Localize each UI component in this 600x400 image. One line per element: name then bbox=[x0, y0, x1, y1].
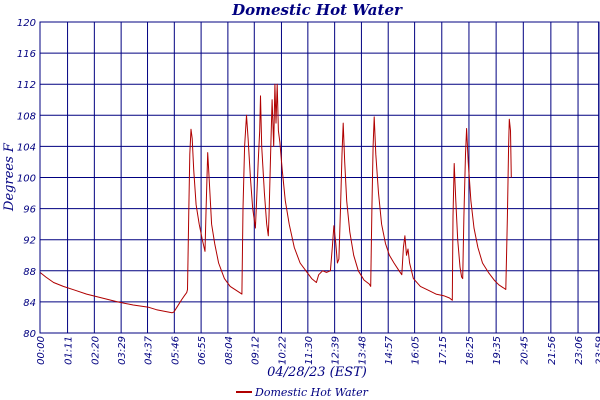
y-tick-label: 112 bbox=[17, 80, 36, 91]
x-tick-label: 01:11 bbox=[64, 336, 75, 365]
x-tick-label: 04:37 bbox=[144, 335, 155, 364]
plot-frame bbox=[39, 21, 600, 334]
chart-title: Domestic Hot Water bbox=[231, 1, 403, 19]
y-tick-label: 84 bbox=[23, 298, 36, 309]
x-tick-label: 00:00 bbox=[36, 336, 47, 365]
series-layer bbox=[39, 83, 512, 314]
x-tick-label: 12:39 bbox=[331, 336, 342, 365]
x-axis-title: 04/28/23 (EST) bbox=[267, 365, 367, 380]
x-tick-label: 13:48 bbox=[357, 336, 368, 365]
x-tick-label: 20:45 bbox=[519, 336, 530, 365]
x-tick-label: 17:15 bbox=[438, 336, 449, 365]
y-tick-label: 104 bbox=[17, 142, 36, 153]
x-tick-label: 16:05 bbox=[411, 336, 422, 365]
legend: Domestic Hot Water bbox=[236, 386, 369, 399]
x-tick-label: 06:55 bbox=[197, 336, 208, 365]
legend-label: Domestic Hot Water bbox=[254, 386, 369, 399]
y-tick-label: 100 bbox=[17, 174, 36, 185]
x-tick-label: 02:20 bbox=[90, 336, 101, 365]
y-axis-ticks: 80 84 88 92 96 100 104 108 112 116 120 bbox=[17, 18, 36, 340]
x-axis-ticks: 00:00 01:11 02:20 03:29 04:37 05:46 06:55 08:04… bbox=[36, 335, 600, 364]
x-tick-label: 11:30 bbox=[304, 336, 315, 365]
x-tick-label: 09:12 bbox=[250, 336, 261, 365]
x-tick-label: 18:25 bbox=[465, 336, 476, 365]
y-tick-label: 116 bbox=[17, 49, 36, 60]
x-tick-label: 23:06 bbox=[574, 336, 585, 365]
y-axis-title: Degrees F bbox=[2, 142, 17, 212]
y-tick-label: 108 bbox=[17, 111, 36, 122]
x-tick-label: 05:46 bbox=[170, 336, 181, 365]
x-tick-label: 14:57 bbox=[384, 335, 395, 364]
x-tick-label: 21:56 bbox=[547, 336, 558, 365]
y-tick-label: 120 bbox=[17, 18, 36, 29]
x-tick-label: 10:22 bbox=[277, 336, 288, 365]
series-line bbox=[39, 83, 512, 314]
y-tick-label: 80 bbox=[23, 329, 36, 340]
x-tick-label: 23:59 bbox=[595, 336, 600, 365]
y-tick-label: 88 bbox=[23, 267, 36, 278]
y-tick-label: 96 bbox=[23, 205, 36, 216]
x-tick-label: 19:35 bbox=[492, 336, 503, 365]
x-tick-label: 03:29 bbox=[117, 336, 128, 365]
x-tick-label: 08:04 bbox=[224, 336, 235, 365]
y-tick-label: 92 bbox=[23, 236, 36, 247]
